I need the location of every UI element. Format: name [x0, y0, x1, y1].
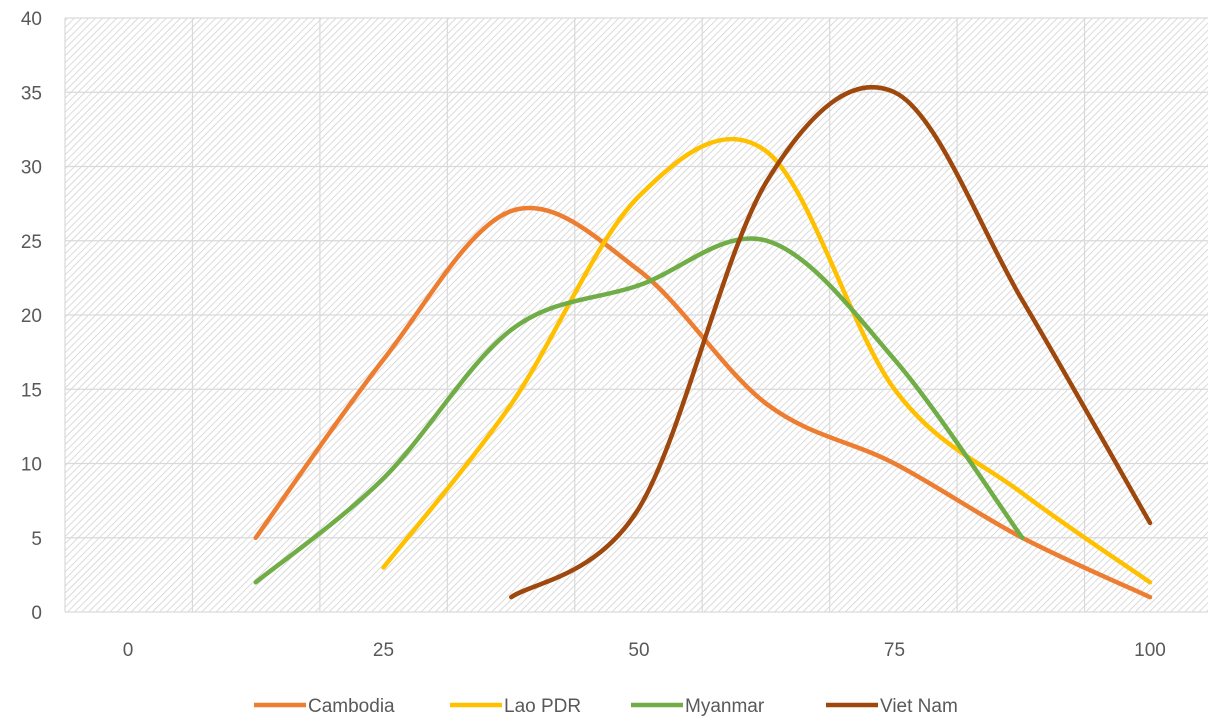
y-tick-label: 30 [21, 158, 42, 179]
x-tick-label: 75 [884, 640, 905, 661]
y-tick-label: 35 [21, 83, 42, 104]
y-tick-label: 5 [31, 529, 42, 550]
legend-label: Lao PDR [504, 696, 581, 717]
legend-item-viet-nam[interactable]: Viet Nam [826, 696, 958, 717]
legend-label: Myanmar [685, 696, 765, 717]
x-tick-label: 50 [628, 640, 649, 661]
y-tick-label: 10 [21, 455, 42, 476]
series-line-lao-pdr [381, 136, 1153, 585]
legend-label: Cambodia [308, 696, 395, 717]
x-tick-label: 25 [373, 640, 394, 661]
y-tick-label: 40 [21, 9, 42, 30]
legend[interactable]: Cambodia Lao PDR Myanmar Viet Nam [254, 696, 958, 717]
y-tick-label: 15 [21, 380, 42, 401]
y-axis: 0 5 10 15 20 25 30 35 40 [21, 9, 42, 624]
legend-item-cambodia[interactable]: Cambodia [254, 696, 395, 717]
gridlines [64, 17, 1208, 613]
series-line-cambodia [253, 205, 1153, 600]
y-tick-label: 25 [21, 232, 42, 253]
series-lines [253, 85, 1153, 600]
legend-item-myanmar[interactable]: Myanmar [631, 696, 765, 717]
x-tick-label: 100 [1134, 640, 1166, 661]
series-line-viet-nam [509, 85, 1153, 600]
legend-item-lao-pdr[interactable]: Lao PDR [450, 696, 581, 717]
series-line-myanmar [253, 236, 1025, 585]
x-axis: 0 25 50 75 100 [123, 640, 1166, 661]
y-tick-label: 20 [21, 306, 42, 327]
x-tick-label: 0 [123, 640, 134, 661]
y-tick-label: 0 [31, 603, 42, 624]
legend-label: Viet Nam [880, 696, 958, 717]
